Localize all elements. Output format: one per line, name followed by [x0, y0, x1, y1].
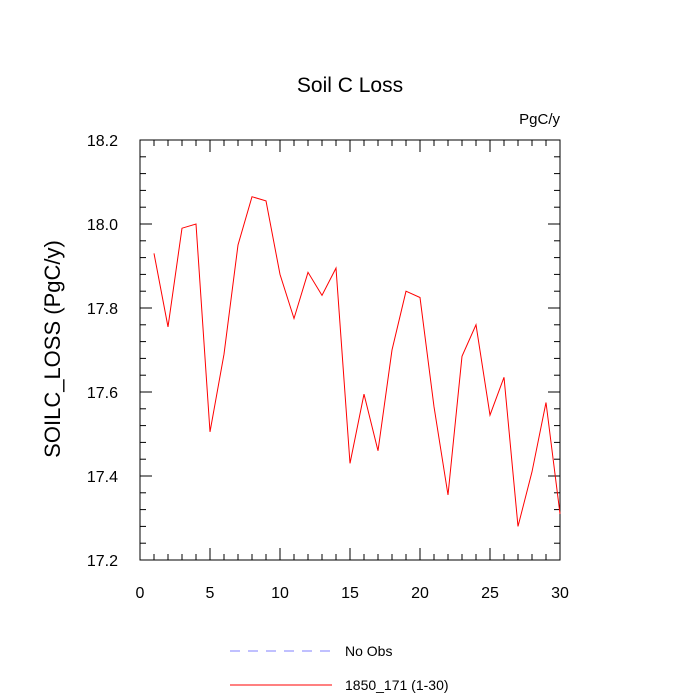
y-tick-label-17-4: 17.4: [87, 469, 118, 486]
series-lines: [153, 196, 561, 527]
x-tick-label-0: 0: [136, 585, 145, 602]
x-tick-label-5: 5: [206, 585, 215, 602]
y-tick-label-18: 18.0: [87, 217, 118, 234]
axis-tick-labels: 0 5 10 15 20 25 30 17.2 17.4 17.6 17.8 18.0 18.2: [87, 133, 569, 602]
x-tick-label-20: 20: [411, 585, 429, 602]
legend-label-no-obs: No Obs: [345, 643, 392, 659]
plot-frame: [139, 139, 561, 561]
chart-title: Soil C Loss: [297, 74, 403, 97]
legend-label-1850-171: 1850_171 (1-30): [345, 677, 449, 693]
legend: No Obs 1850_171 (1-30): [230, 643, 449, 693]
x-tick-label-30: 30: [551, 585, 569, 602]
y-tick-label-18-2: 18.2: [87, 133, 118, 150]
x-tick-label-15: 15: [341, 585, 359, 602]
units-label: PgC/y: [519, 111, 560, 128]
series-line-1: [153, 196, 561, 527]
y-axis-label: SOILC_LOSS (PgC/y): [40, 240, 65, 458]
y-tick-label-17-2: 17.2: [87, 553, 118, 570]
x-tick-label-25: 25: [481, 585, 499, 602]
x-tick-label-10: 10: [271, 585, 289, 602]
y-tick-label-17-8: 17.8: [87, 301, 118, 318]
y-tick-label-17-6: 17.6: [87, 385, 118, 402]
axis-ticks: [139, 139, 561, 561]
